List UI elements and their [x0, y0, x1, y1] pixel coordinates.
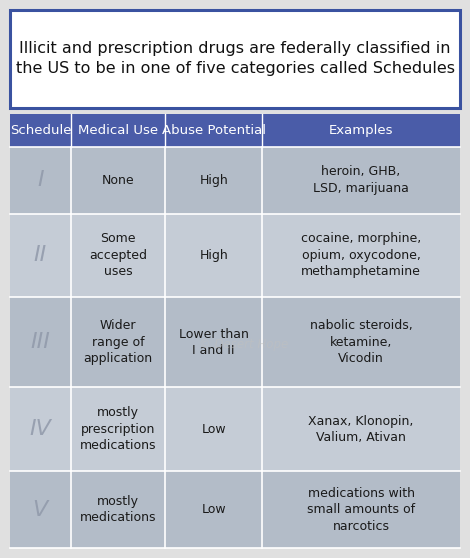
Text: © Desert Hope: © Desert Hope: [199, 338, 289, 350]
Text: Abuse Potential: Abuse Potential: [162, 124, 266, 137]
Text: mostly
medications: mostly medications: [80, 495, 156, 525]
Text: High: High: [199, 174, 228, 186]
Text: III: III: [31, 333, 50, 352]
Text: heroin, GHB,
LSD, marijuana: heroin, GHB, LSD, marijuana: [313, 165, 409, 195]
Text: None: None: [102, 174, 134, 186]
Bar: [71, 214, 165, 297]
Bar: [262, 147, 460, 214]
Bar: [10, 387, 71, 471]
Bar: [10, 10, 460, 108]
Bar: [10, 214, 71, 297]
Text: medications with
small amounts of
narcotics: medications with small amounts of narcot…: [307, 487, 415, 532]
Text: V: V: [33, 499, 48, 519]
Text: Xanax, Klonopin,
Valium, Ativan: Xanax, Klonopin, Valium, Ativan: [308, 415, 414, 444]
Text: Low: Low: [201, 423, 226, 436]
Bar: [262, 114, 460, 147]
Bar: [262, 214, 460, 297]
Text: Low: Low: [201, 503, 226, 516]
Bar: [10, 297, 71, 387]
Bar: [165, 387, 262, 471]
Bar: [165, 114, 262, 147]
Text: Schedule: Schedule: [9, 124, 71, 137]
Text: nabolic steroids,
ketamine,
Vicodin: nabolic steroids, ketamine, Vicodin: [310, 319, 412, 365]
Bar: [165, 471, 262, 548]
Bar: [262, 387, 460, 471]
Bar: [10, 471, 71, 548]
Text: cocaine, morphine,
opium, oxycodone,
methamphetamine: cocaine, morphine, opium, oxycodone, met…: [301, 232, 421, 278]
Bar: [165, 297, 262, 387]
Text: Medical Use: Medical Use: [78, 124, 158, 137]
Text: Wider
range of
application: Wider range of application: [84, 319, 153, 365]
Text: mostly
prescription
medications: mostly prescription medications: [80, 406, 156, 453]
Bar: [71, 387, 165, 471]
Bar: [262, 471, 460, 548]
Bar: [10, 147, 71, 214]
Text: High: High: [199, 249, 228, 262]
Text: II: II: [34, 246, 47, 266]
Bar: [71, 297, 165, 387]
Text: Some
accepted
uses: Some accepted uses: [89, 232, 147, 278]
Bar: [262, 297, 460, 387]
Bar: [71, 114, 165, 147]
Text: IV: IV: [30, 419, 51, 439]
Text: I: I: [37, 170, 44, 190]
Bar: [71, 147, 165, 214]
Text: Lower than
I and II: Lower than I and II: [179, 328, 249, 357]
Bar: [10, 114, 71, 147]
Bar: [165, 214, 262, 297]
Bar: [165, 147, 262, 214]
Text: Examples: Examples: [329, 124, 393, 137]
Bar: [71, 471, 165, 548]
Text: Illicit and prescription drugs are federally classified in
the US to be in one o: Illicit and prescription drugs are feder…: [16, 41, 454, 76]
